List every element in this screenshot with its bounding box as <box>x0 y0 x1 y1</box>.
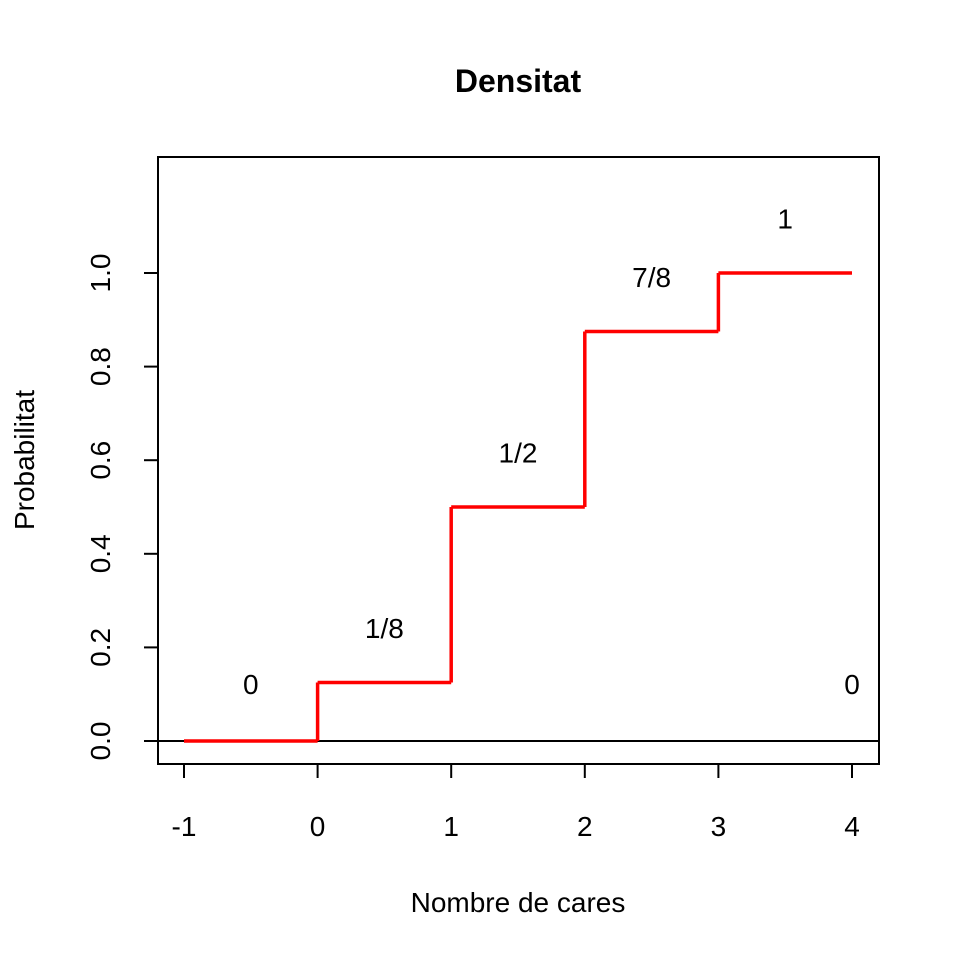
y-tick-label: 0.8 <box>85 347 116 386</box>
y-tick-label: 0.0 <box>85 722 116 761</box>
step-value-label: 1/2 <box>499 438 538 469</box>
chart-title: Densitat <box>455 63 582 99</box>
y-axis-label: Probabilitat <box>9 390 40 530</box>
plot-layer: -1 0 1 2 3 4 0.0 0.2 0.4 0.6 0.8 1.0 0 1/8 1/2 7/8 1 0 <box>85 204 879 842</box>
y-tick-label: 0.6 <box>85 441 116 480</box>
x-tick-label: 3 <box>711 811 727 842</box>
step-value-label: 7/8 <box>632 262 671 293</box>
x-tick-label: -1 <box>172 811 197 842</box>
step-value-label: 1/8 <box>365 613 404 644</box>
step-value-label: 1 <box>777 204 793 235</box>
y-tick-label: 1.0 <box>85 254 116 293</box>
x-tick-label: 2 <box>577 811 593 842</box>
step-value-label: 0 <box>243 669 259 700</box>
y-tick-label: 0.4 <box>85 534 116 573</box>
x-axis-label: Nombre de cares <box>411 887 626 918</box>
x-tick-label: 4 <box>844 811 860 842</box>
step-value-label: 0 <box>844 669 860 700</box>
x-tick-label: 0 <box>310 811 326 842</box>
x-tick-label: 1 <box>443 811 459 842</box>
y-tick-label: 0.2 <box>85 628 116 667</box>
